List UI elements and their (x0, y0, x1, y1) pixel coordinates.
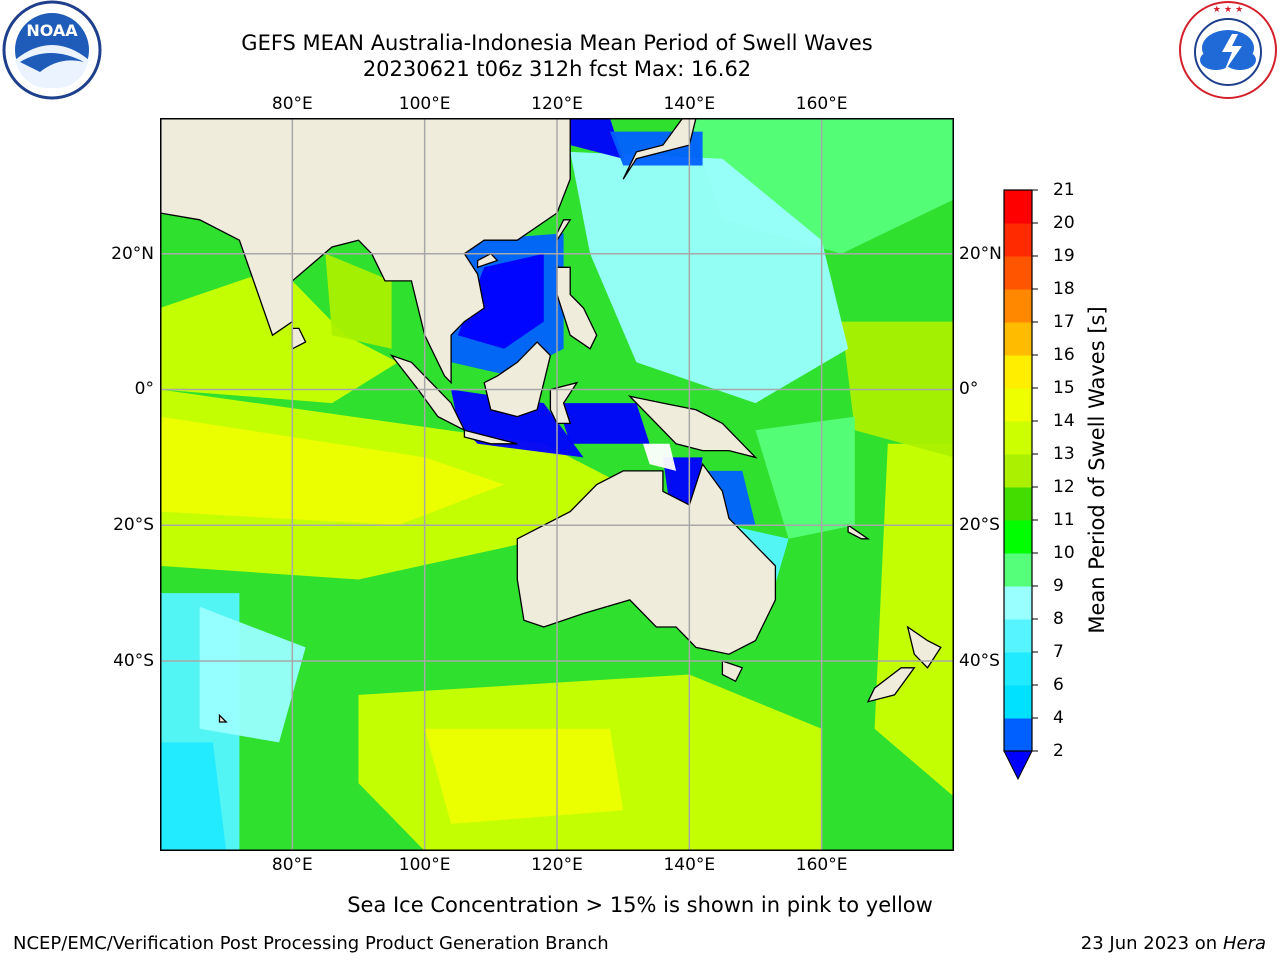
colorbar-under-arrow (1003, 750, 1033, 781)
colorbar-tick-label: 8 (1053, 609, 1064, 629)
lat-tick-right: 0° (959, 379, 979, 400)
colorbar-tick-label: 6 (1053, 675, 1064, 695)
colorbar-segment (1004, 652, 1032, 686)
colorbar-tick-label: 20 (1053, 213, 1075, 233)
lon-tick-bottom: 140°E (663, 855, 716, 875)
chart-subtitle: 20230621 t06z 312h fcst Max: 16.62 (362, 57, 752, 81)
colorbar-segment (1004, 619, 1032, 653)
land-masses (160, 118, 942, 723)
colorbar-segment (1004, 685, 1032, 719)
colorbar-segment (1004, 388, 1032, 422)
lat-tick-right: 40°S (959, 650, 1000, 671)
lon-tick-top: 140°E (663, 94, 716, 114)
colorbar-segment (1004, 322, 1032, 356)
colorbar-segment (1004, 487, 1032, 521)
graticule (160, 118, 954, 851)
colorbar-label: Mean Period of Swell Waves [s] (1085, 306, 1109, 634)
colorbar-segment (1004, 718, 1032, 752)
colorbar-segment (1004, 223, 1032, 257)
colorbar-tick-label: 18 (1053, 279, 1075, 299)
svg-text:★ ★ ★: ★ ★ ★ (1213, 5, 1243, 15)
footer-left: NCEP/EMC/Verification Post Processing Pr… (13, 933, 609, 954)
footer-right: 23 Jun 2023 on Hera (1081, 933, 1266, 955)
lon-tick-bottom: 160°E (795, 855, 848, 875)
colorbar-segment (1004, 355, 1032, 389)
colorbar-segment (1004, 454, 1032, 488)
colorbar-segment (1004, 190, 1032, 224)
map-plot (160, 118, 954, 851)
colorbar-segment (1004, 256, 1032, 290)
colorbar-tick-label: 15 (1053, 378, 1075, 398)
swell-period-field (160, 118, 954, 851)
colorbar-tick-label: 19 (1053, 246, 1075, 266)
lon-tick-bottom: 100°E (398, 855, 451, 875)
colorbar-tick-label: 13 (1053, 444, 1075, 464)
nws-logo: ★ ★ ★ (1179, 1, 1277, 99)
colorbar-tick-label: 21 (1053, 180, 1075, 200)
colorbar-tick-label: 7 (1053, 642, 1064, 662)
lon-tick-bottom: 80°E (271, 855, 313, 875)
colorbar-tick-label: 2 (1053, 741, 1064, 761)
lon-tick-top: 160°E (795, 94, 848, 114)
colorbar-segment (1004, 421, 1032, 455)
colorbar (1003, 189, 1038, 781)
noaa-logo: NOAA (2, 0, 102, 100)
footer-host: Hera (1222, 933, 1266, 954)
colorbar-segment (1004, 586, 1032, 620)
noaa-logo-text: NOAA (26, 21, 78, 40)
lon-tick-bottom: 120°E (531, 855, 583, 875)
colorbar-tick-label: 4 (1053, 708, 1064, 728)
lat-tick-right: 20°N (959, 243, 1002, 264)
footer-date: 23 Jun 2023 on (1080, 933, 1218, 954)
lat-tick-left: 0° (134, 379, 154, 400)
lon-tick-top: 80°E (271, 94, 313, 114)
colorbar-tick-label: 11 (1053, 510, 1075, 530)
colorbar-tick-label: 14 (1053, 411, 1075, 431)
colorbar-tick-label: 12 (1053, 477, 1075, 497)
colorbar-tick-label: 16 (1053, 345, 1075, 365)
colorbar-segment (1004, 520, 1032, 554)
colorbar-segment (1004, 289, 1032, 323)
chart-title: GEFS MEAN Australia-Indonesia Mean Perio… (241, 31, 873, 55)
lat-tick-right: 20°S (959, 515, 1000, 536)
map-frame (160, 118, 954, 851)
colorbar-segment (1004, 553, 1032, 587)
lon-tick-top: 100°E (398, 94, 451, 114)
lon-tick-top: 120°E (531, 94, 583, 114)
colorbar-tick-label: 9 (1053, 576, 1064, 596)
colorbar-tick-label: 10 (1053, 543, 1075, 563)
lat-tick-left: 40°S (113, 650, 154, 671)
colorbar-tick-label: 17 (1053, 312, 1075, 332)
sea-ice-note: Sea Ice Concentration > 15% is shown in … (347, 893, 933, 917)
lat-tick-left: 20°N (111, 243, 154, 264)
lat-tick-left: 20°S (113, 515, 154, 536)
